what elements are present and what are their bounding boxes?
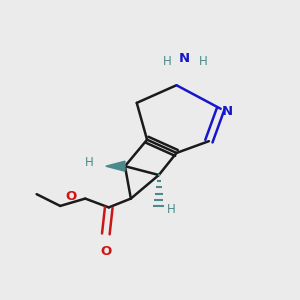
Polygon shape <box>106 161 125 171</box>
Text: N: N <box>178 52 189 65</box>
Text: O: O <box>100 245 112 258</box>
Text: H: H <box>199 55 207 68</box>
Text: N: N <box>222 105 233 118</box>
Text: H: H <box>85 156 94 169</box>
Text: H: H <box>167 203 176 216</box>
Text: H: H <box>163 55 172 68</box>
Text: O: O <box>65 190 77 203</box>
